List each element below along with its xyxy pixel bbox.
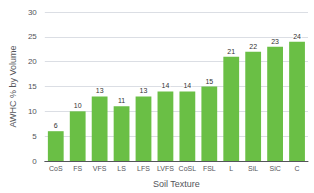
svg-text:23: 23 [271, 38, 279, 45]
svg-text:CoSL: CoSL [179, 165, 197, 172]
svg-text:21: 21 [227, 48, 235, 55]
svg-text:6: 6 [54, 122, 58, 129]
svg-text:C: C [295, 165, 300, 172]
svg-text:24: 24 [293, 33, 301, 40]
svg-text:15: 15 [28, 82, 37, 91]
svg-text:LS: LS [117, 165, 126, 172]
svg-text:30: 30 [28, 8, 37, 17]
svg-text:22: 22 [249, 43, 257, 50]
svg-text:SiC: SiC [269, 165, 280, 172]
svg-text:13: 13 [140, 87, 148, 94]
svg-text:0: 0 [32, 157, 37, 166]
svg-text:CoS: CoS [49, 165, 63, 172]
svg-text:10: 10 [74, 102, 82, 109]
svg-text:14: 14 [183, 82, 191, 89]
svg-text:5: 5 [32, 132, 37, 141]
svg-text:15: 15 [205, 78, 213, 85]
svg-text:Soil Texture: Soil Texture [153, 179, 200, 189]
svg-text:10: 10 [28, 107, 37, 116]
svg-text:FSL: FSL [203, 165, 216, 172]
svg-text:AWHC % by Volume: AWHC % by Volume [8, 45, 18, 127]
svg-text:VFS: VFS [93, 165, 107, 172]
svg-text:L: L [229, 165, 233, 172]
svg-text:LVFS: LVFS [157, 165, 174, 172]
svg-text:20: 20 [28, 57, 37, 66]
svg-text:LFS: LFS [137, 165, 150, 172]
svg-text:11: 11 [118, 97, 125, 104]
svg-text:25: 25 [28, 32, 37, 41]
svg-text:FS: FS [73, 165, 82, 172]
svg-text:14: 14 [162, 82, 170, 89]
svg-text:SiL: SiL [248, 165, 258, 172]
svg-text:13: 13 [96, 87, 104, 94]
